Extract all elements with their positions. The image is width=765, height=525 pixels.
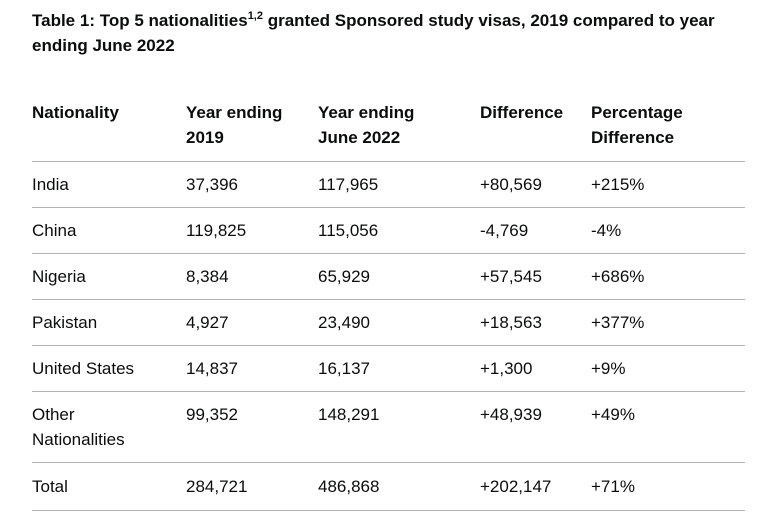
cell-nationality: China	[32, 207, 186, 254]
table-total-row: Total 284,721 486,868 +202,147 +71%	[32, 462, 745, 511]
cell-difference: +57,545	[480, 253, 591, 300]
cell-nationality: Other Nationalities	[32, 391, 186, 463]
cell-difference: -4,769	[480, 207, 591, 254]
cell-year-2022: 115,056	[318, 207, 480, 254]
cell-difference: +1,300	[480, 345, 591, 392]
cell-nationality: Nigeria	[32, 253, 186, 300]
header-percentage-difference: Percentage Difference	[591, 88, 745, 162]
cell-percentage: -4%	[591, 207, 745, 254]
cell-total-difference: +202,147	[480, 462, 591, 511]
cell-percentage: +9%	[591, 345, 745, 392]
cell-year-2022: 65,929	[318, 253, 480, 300]
cell-year-2019: 99,352	[186, 391, 318, 463]
table-caption: Table 1: Top 5 nationalities1,2 granted …	[32, 8, 752, 58]
cell-percentage: +49%	[591, 391, 745, 463]
header-year-2019: Year ending 2019	[186, 88, 318, 162]
cell-difference: +80,569	[480, 161, 591, 208]
cell-year-2019: 8,384	[186, 253, 318, 300]
caption-footnote-ref[interactable]: 1,2	[247, 10, 263, 22]
cell-total-percentage: +71%	[591, 462, 745, 511]
cell-year-2019: 37,396	[186, 161, 318, 208]
caption-text: Table 1: Top 5 nationalities	[32, 11, 248, 30]
header-year-2022: Year ending June 2022	[318, 88, 480, 162]
visa-table: Nationality Year ending 2019 Year ending J…	[32, 88, 745, 511]
table-header-row: Nationality Year ending 2019 Year ending J…	[32, 88, 745, 162]
cell-nationality: Pakistan	[32, 299, 186, 346]
caption-text-rest: granted Sponsored study visas, 2019 comp…	[32, 11, 715, 55]
table-row: India 37,396 117,965 +80,569 +215%	[32, 161, 745, 208]
cell-nationality: India	[32, 161, 186, 208]
cell-percentage: +377%	[591, 299, 745, 346]
cell-year-2019: 4,927	[186, 299, 318, 346]
cell-percentage: +686%	[591, 253, 745, 300]
cell-year-2022: 148,291	[318, 391, 480, 463]
cell-year-2019: 14,837	[186, 345, 318, 392]
cell-total-2019: 284,721	[186, 462, 318, 511]
header-difference: Difference	[480, 88, 591, 162]
cell-difference: +18,563	[480, 299, 591, 346]
table-row: United States 14,837 16,137 +1,300 +9%	[32, 345, 745, 392]
header-nationality: Nationality	[32, 88, 186, 162]
table-row: Other Nationalities 99,352 148,291 +48,93…	[32, 391, 745, 463]
cell-total-2022: 486,868	[318, 462, 480, 511]
cell-year-2022: 117,965	[318, 161, 480, 208]
cell-total-label: Total	[32, 462, 186, 511]
cell-nationality: United States	[32, 345, 186, 392]
cell-percentage: +215%	[591, 161, 745, 208]
cell-year-2022: 23,490	[318, 299, 480, 346]
table-row: Pakistan 4,927 23,490 +18,563 +377%	[32, 299, 745, 346]
table-row: China 119,825 115,056 -4,769 -4%	[32, 207, 745, 254]
cell-year-2022: 16,137	[318, 345, 480, 392]
cell-year-2019: 119,825	[186, 207, 318, 254]
table-row: Nigeria 8,384 65,929 +57,545 +686%	[32, 253, 745, 300]
cell-difference: +48,939	[480, 391, 591, 463]
